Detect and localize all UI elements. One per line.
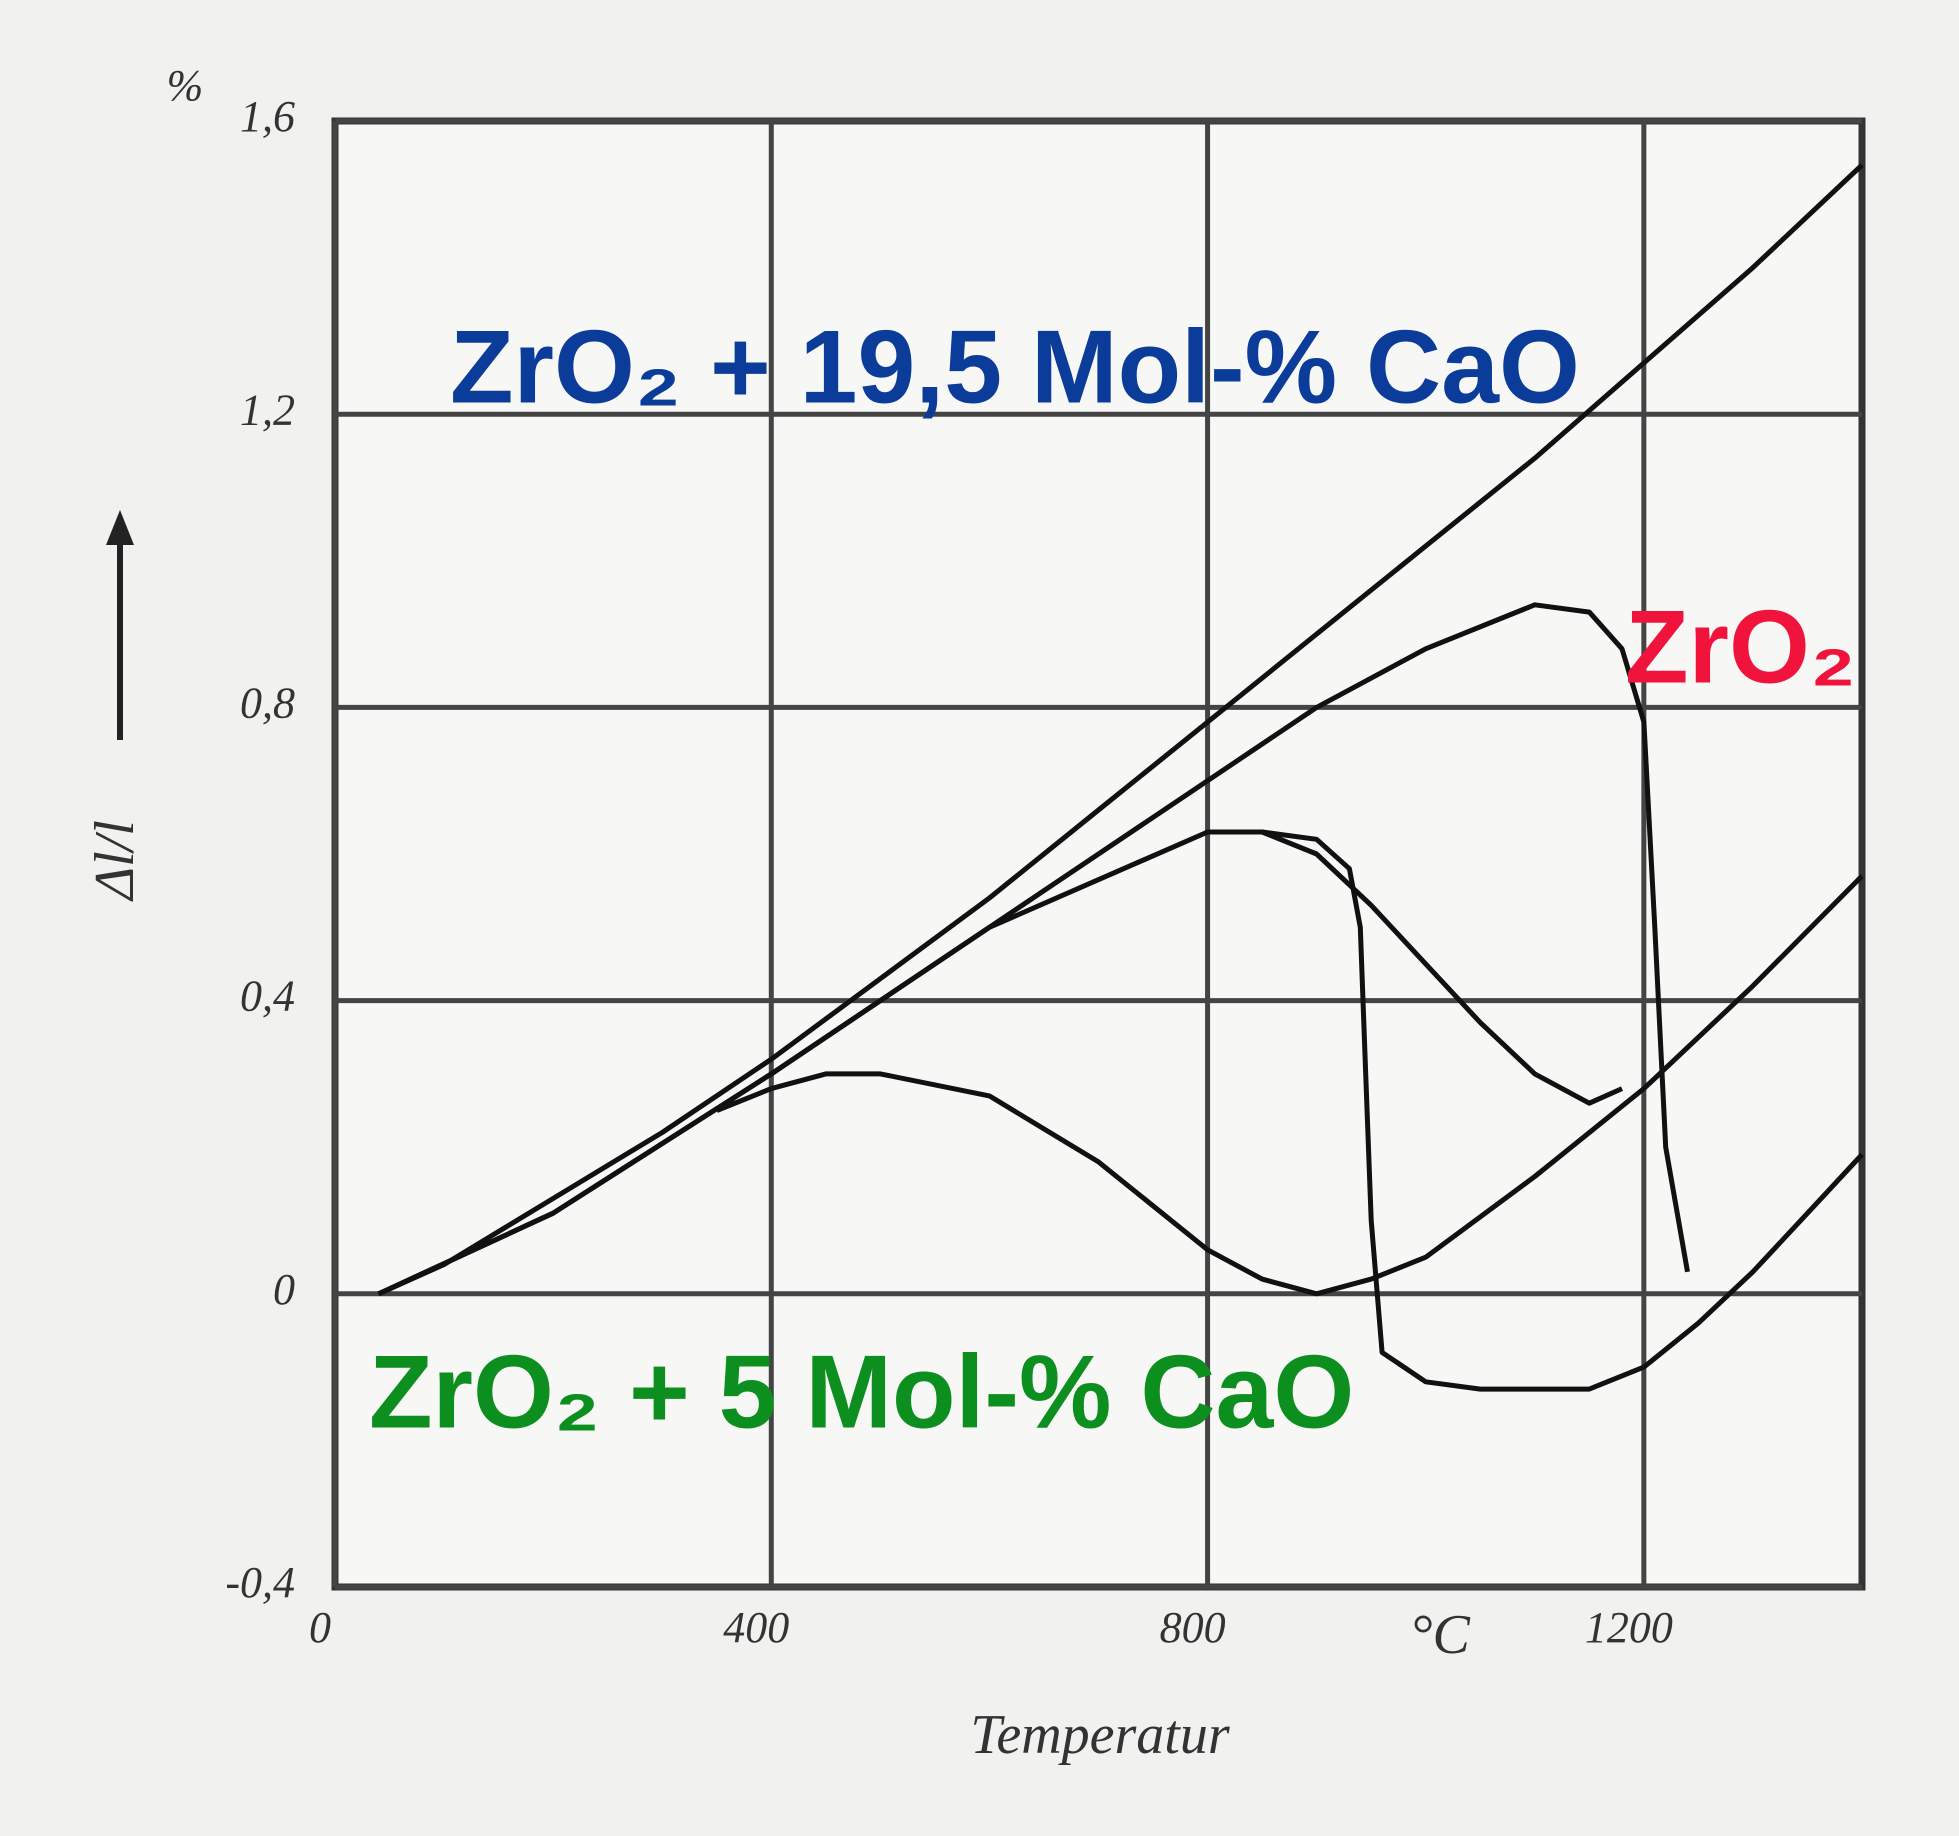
x-tick-label: 800 (1160, 1603, 1226, 1652)
y-unit: % (167, 61, 204, 110)
y-tick-label: 0,8 (240, 678, 295, 727)
y-tick-label: 0,4 (240, 972, 295, 1021)
x-axis-label: Temperatur (970, 1704, 1230, 1766)
x-tick-label: 400 (723, 1603, 789, 1652)
y-tick-label: -0,4 (225, 1558, 295, 1607)
series-line (377, 163, 1864, 1297)
curve-label: ZrO₂ + 19,5 Mol-% CaO (450, 309, 1580, 425)
x-unit: °C (1410, 1604, 1470, 1666)
curve-label: ZrO₂ + 5 Mol-% CaO (369, 1334, 1354, 1450)
y-tick-label: 0 (273, 1265, 295, 1314)
x-tick-label: 0 (309, 1603, 331, 1652)
x-tick-label: 1200 (1585, 1603, 1673, 1652)
curve-label: ZrO₂ (1625, 589, 1856, 705)
y-tick-label: 1,6 (240, 92, 295, 141)
series-line (377, 829, 1864, 1297)
y-arrow-head (106, 510, 134, 545)
y-axis-label: Δl/l (84, 820, 146, 902)
y-tick-label: 1,2 (240, 385, 295, 434)
